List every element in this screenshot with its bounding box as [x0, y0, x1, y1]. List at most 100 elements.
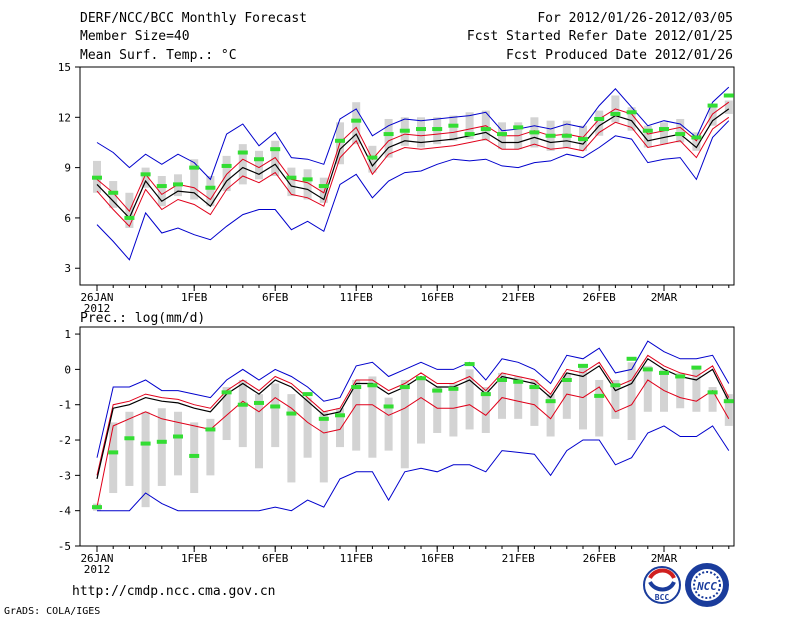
bcc-logo: BCC	[643, 566, 681, 604]
plot-frame	[79, 326, 735, 547]
median-marker	[416, 376, 426, 381]
median-marker	[659, 127, 669, 132]
median-marker	[286, 411, 297, 416]
upper-extreme-line	[96, 86, 730, 181]
median-marker	[610, 383, 621, 388]
y-tick-label: 15	[58, 61, 71, 74]
x-tick-label: 26JAN	[80, 552, 113, 565]
median-marker	[480, 127, 491, 132]
x-tick-label: 6FEB	[262, 291, 289, 304]
spread-box	[206, 418, 215, 476]
median-marker	[383, 132, 394, 137]
median-marker	[707, 390, 718, 395]
x-tick-label: 1FEB	[181, 552, 208, 565]
median-marker	[659, 370, 669, 375]
lower-extreme-line	[96, 120, 730, 261]
median-marker	[173, 434, 183, 439]
spread-box	[465, 112, 474, 140]
spread-box	[417, 376, 425, 444]
y-tick-label: -3	[58, 469, 71, 482]
median-marker	[189, 453, 200, 458]
median-marker	[140, 441, 151, 446]
spread-box	[238, 379, 247, 448]
median-marker	[124, 215, 135, 220]
spread-box	[595, 379, 604, 437]
spread-box	[222, 387, 231, 441]
spread-box	[255, 394, 263, 469]
median-marker	[221, 390, 232, 395]
spread-box	[611, 379, 620, 419]
x-tick-label: 26FEB	[583, 291, 616, 304]
upper-std-line	[96, 101, 730, 213]
median-marker	[205, 427, 216, 432]
x-year-label: 2012	[84, 563, 111, 576]
spread-box	[708, 387, 717, 412]
median-marker	[302, 392, 313, 397]
ensemble-mean-line	[96, 357, 730, 480]
median-marker	[335, 138, 345, 143]
spread-box	[530, 379, 539, 426]
variable-label: Mean Surf. Temp.: °C	[80, 48, 237, 63]
spread-box	[449, 115, 458, 141]
spread-box	[692, 365, 701, 412]
lower-std-line	[96, 379, 730, 508]
median-marker	[92, 505, 102, 510]
median-marker	[594, 393, 605, 398]
x-tick-label: 11FEB	[340, 552, 373, 565]
lower-std-line	[96, 116, 730, 228]
x-tick-label: 26JAN	[80, 291, 113, 304]
spread-box	[206, 176, 215, 207]
y-tick-label: -1	[58, 399, 71, 412]
spread-box	[400, 379, 409, 469]
median-marker	[254, 157, 264, 162]
y-tick-label: 12	[58, 111, 71, 124]
median-marker	[156, 184, 167, 189]
x-tick-label: 6FEB	[262, 552, 289, 565]
median-marker	[108, 190, 119, 195]
spread-box	[595, 110, 604, 136]
x-year-label: 2012	[84, 302, 111, 315]
median-marker	[464, 132, 475, 137]
spread-box	[174, 411, 182, 476]
median-marker	[270, 147, 281, 152]
median-marker	[675, 132, 686, 137]
median-marker	[642, 367, 653, 372]
ensemble-mean-line	[96, 108, 730, 219]
median-marker	[367, 383, 378, 388]
spread-box	[287, 394, 296, 483]
median-marker	[497, 377, 507, 382]
footer-url[interactable]: http://cmdp.ncc.cma.gov.cn	[72, 584, 276, 599]
y-tick-label: 3	[64, 262, 71, 275]
median-marker	[432, 388, 443, 393]
y-tick-label: 1	[64, 328, 71, 341]
spread-box	[465, 369, 474, 430]
spread-box	[271, 383, 280, 448]
spread-box	[724, 100, 733, 114]
median-marker	[351, 385, 362, 390]
forecast-start-date: Fcst Started Refer Date 2012/01/25	[467, 29, 733, 44]
lower-extreme-line	[97, 425, 730, 512]
spread-box	[190, 159, 199, 200]
spread-box	[449, 383, 458, 437]
median-marker	[578, 363, 588, 368]
median-marker	[270, 404, 281, 409]
spread-box	[724, 394, 733, 426]
median-marker	[432, 127, 443, 132]
spread-box	[319, 177, 328, 203]
member-size-label: Member Size=40	[80, 29, 190, 44]
median-marker	[545, 399, 556, 404]
x-tick-label: 26FEB	[583, 552, 616, 565]
spread-box	[643, 125, 652, 148]
median-marker	[156, 439, 167, 444]
spread-box	[692, 132, 701, 151]
median-marker	[578, 137, 588, 142]
median-marker	[367, 155, 378, 160]
spread-box	[336, 408, 344, 448]
median-marker	[448, 386, 459, 391]
y-tick-label: 6	[64, 212, 71, 225]
spread-box	[255, 150, 263, 180]
spread-box	[384, 118, 393, 158]
median-marker	[351, 118, 362, 123]
y-tick-label: -2	[58, 434, 71, 447]
